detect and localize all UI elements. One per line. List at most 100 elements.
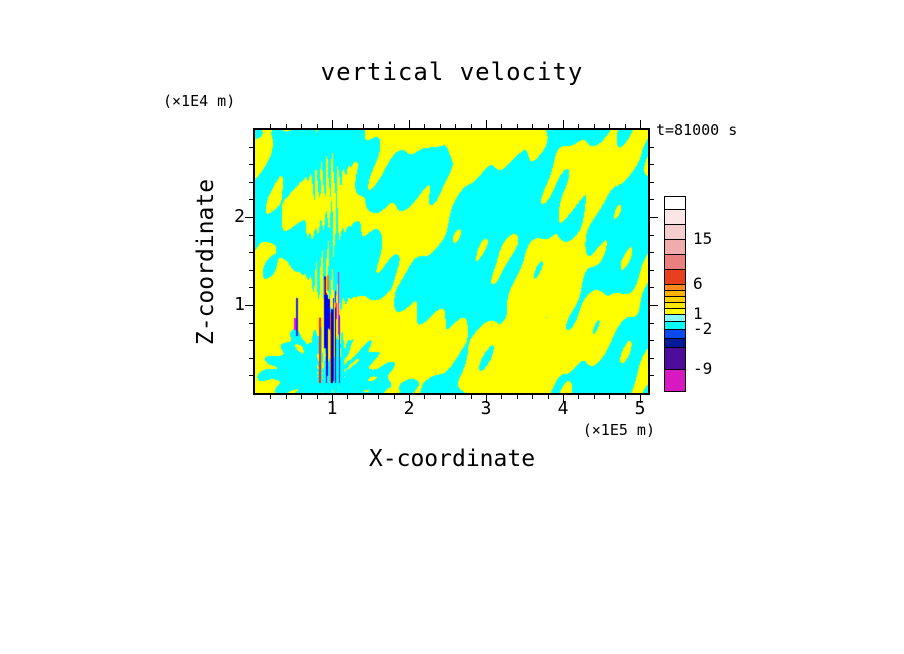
colorbar-segment — [665, 291, 685, 297]
z-minor-tick — [249, 147, 253, 148]
z-minor-tick — [650, 358, 654, 359]
x-minor-tick — [424, 395, 425, 399]
x-minor-tick — [548, 124, 549, 128]
x-tick-label: 5 — [634, 398, 646, 419]
z-minor-tick — [249, 252, 253, 253]
x-major-tick — [409, 120, 410, 128]
x-minor-tick — [471, 395, 472, 399]
x-major-tick — [640, 120, 641, 128]
z-minor-tick — [650, 375, 654, 376]
colorbar-segment — [665, 240, 685, 255]
x-major-tick — [486, 395, 487, 403]
colorbar-segment — [665, 285, 685, 291]
z-minor-tick — [650, 235, 654, 236]
x-minor-tick — [347, 124, 348, 128]
colorbar-segment — [665, 197, 685, 210]
colorbar-tick-label: 1 — [693, 304, 703, 323]
z-minor-tick — [249, 358, 253, 359]
x-minor-tick — [347, 395, 348, 399]
x-axis-label: X-coordinate — [368, 446, 536, 472]
x-minor-tick — [594, 395, 595, 399]
z-minor-tick — [249, 235, 253, 236]
x-tick-label: 2 — [403, 398, 415, 419]
z-minor-tick — [650, 287, 654, 288]
x-minor-tick — [394, 395, 395, 399]
colorbar-tick-label: 6 — [693, 274, 703, 293]
colorbar-tick-label: 15 — [693, 229, 713, 248]
colorbar-segment — [665, 270, 685, 285]
x-major-tick — [332, 395, 333, 403]
x-minor-tick — [286, 395, 287, 399]
z-minor-tick — [249, 287, 253, 288]
x-minor-tick — [270, 124, 271, 128]
colorbar-segment — [665, 210, 685, 225]
colorbar-tick-label: -9 — [693, 359, 713, 378]
x-minor-tick — [301, 124, 302, 128]
z-minor-tick — [650, 340, 654, 341]
colorbar-segment — [665, 322, 685, 330]
time-annotation: t=81000 s — [656, 121, 738, 139]
x-minor-tick — [501, 395, 502, 399]
x-major-tick — [486, 120, 487, 128]
x-minor-tick — [594, 124, 595, 128]
x-minor-tick — [578, 124, 579, 128]
velocity-field-canvas — [255, 130, 648, 393]
x-minor-tick — [270, 395, 271, 399]
z-minor-tick — [650, 182, 654, 183]
x-minor-tick — [532, 124, 533, 128]
z-major-tick — [245, 217, 253, 218]
plot-frame — [253, 128, 650, 395]
x-major-tick — [640, 395, 641, 403]
colorbar-segment — [665, 330, 685, 339]
z-minor-tick — [650, 323, 654, 324]
x-minor-tick — [440, 124, 441, 128]
x-minor-tick — [625, 395, 626, 399]
x-major-tick — [563, 120, 564, 128]
colorbar-segment — [665, 348, 685, 370]
z-minor-tick — [249, 323, 253, 324]
x-minor-tick — [286, 124, 287, 128]
x-minor-tick — [455, 124, 456, 128]
x-minor-tick — [471, 124, 472, 128]
colorbar-segment — [665, 339, 685, 348]
x-minor-tick — [378, 124, 379, 128]
z-minor-tick — [249, 182, 253, 183]
x-minor-tick — [609, 395, 610, 399]
z-minor-tick — [650, 147, 654, 148]
colorbar — [664, 196, 686, 392]
x-minor-tick — [578, 395, 579, 399]
x-major-tick — [563, 395, 564, 403]
x-tick-label: 4 — [557, 398, 569, 419]
x-minor-tick — [455, 395, 456, 399]
z-minor-tick — [249, 199, 253, 200]
x-minor-tick — [517, 124, 518, 128]
z-minor-tick — [249, 375, 253, 376]
x-minor-tick — [301, 395, 302, 399]
z-major-tick — [650, 305, 658, 306]
colorbar-segment — [665, 303, 685, 309]
x-minor-tick — [548, 395, 549, 399]
colorbar-segment — [665, 225, 685, 240]
x-minor-tick — [609, 124, 610, 128]
x-minor-tick — [394, 124, 395, 128]
x-minor-tick — [317, 124, 318, 128]
z-minor-tick — [650, 199, 654, 200]
colorbar-segment — [665, 370, 685, 391]
x-minor-tick — [363, 124, 364, 128]
chart-title: vertical velocity — [320, 58, 584, 86]
x-major-tick — [409, 395, 410, 403]
x-minor-tick — [424, 124, 425, 128]
x-major-tick — [332, 120, 333, 128]
x-minor-tick — [517, 395, 518, 399]
z-minor-tick — [249, 340, 253, 341]
z-tick-label: 1 — [234, 294, 245, 315]
colorbar-tick-label: -2 — [693, 319, 713, 338]
colorbar-segment — [665, 255, 685, 270]
colorbar-segment — [665, 309, 685, 315]
z-minor-tick — [249, 270, 253, 271]
x-tick-label: 1 — [326, 398, 338, 419]
x-tick-label: 3 — [480, 398, 492, 419]
z-axis-unit-label: (×1E4 m) — [163, 92, 236, 110]
x-minor-tick — [440, 395, 441, 399]
